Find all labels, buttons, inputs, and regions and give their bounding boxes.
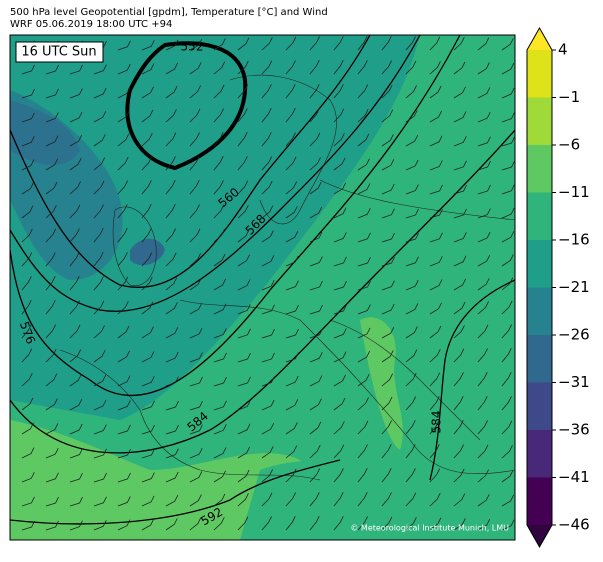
colorbar-band bbox=[527, 97, 552, 145]
colorbar-band bbox=[527, 382, 552, 430]
colorbar-tick-label: −46 bbox=[558, 516, 590, 534]
contour-label: 552 bbox=[181, 40, 204, 54]
colorbar-band bbox=[527, 50, 552, 98]
map-field bbox=[360, 317, 403, 450]
colorbar-tick-label: −1 bbox=[558, 88, 580, 106]
wind-barbs bbox=[21, 35, 515, 531]
subtitle-line: WRF 05.06.2019 18:00 UTC +94 bbox=[10, 19, 172, 30]
contour-label: 584 bbox=[430, 411, 444, 434]
colorbar-tick-label: −41 bbox=[558, 468, 590, 486]
map-field bbox=[10, 100, 80, 165]
map-field bbox=[240, 460, 515, 540]
colorbar-band bbox=[527, 430, 552, 478]
time-box bbox=[15, 41, 104, 63]
colorbar-tick-label: −16 bbox=[558, 231, 590, 249]
colorbar-tick-label: −6 bbox=[558, 136, 580, 154]
colorbar-tick-label: −21 bbox=[558, 278, 590, 296]
colorbar-tick-label: −31 bbox=[558, 373, 590, 391]
colorbar-tick-label: −26 bbox=[558, 326, 590, 344]
map-frame bbox=[9, 34, 516, 541]
time-label: 16 UTC Sun bbox=[21, 45, 96, 60]
colorbar-tick-label: −11 bbox=[558, 183, 590, 201]
colorbar: −46 −41 −36 −31 −26 −21 −16 −11 −6 −1 4 bbox=[526, 26, 590, 549]
colorbar-band bbox=[527, 240, 552, 288]
colorbar-band bbox=[527, 192, 552, 240]
colorbar-extension bbox=[527, 525, 552, 547]
map: 552 560 568 576 584 584 592 16 UTC Sun ©… bbox=[9, 34, 516, 541]
title-line: 500 hPa level Geopotential [gpdm], Tempe… bbox=[10, 7, 328, 18]
map-field bbox=[10, 35, 420, 420]
colorbar-band bbox=[527, 477, 552, 525]
colorbar-band bbox=[527, 335, 552, 383]
colorbar-extension bbox=[527, 28, 552, 50]
colorbar-band bbox=[527, 287, 552, 335]
colorbar-band bbox=[527, 145, 552, 193]
colorbar-tick-label: −36 bbox=[558, 421, 590, 439]
credit: © Meteorological Institute Munich, LMU bbox=[350, 524, 509, 533]
colorbar-tick-label: 4 bbox=[558, 41, 568, 59]
